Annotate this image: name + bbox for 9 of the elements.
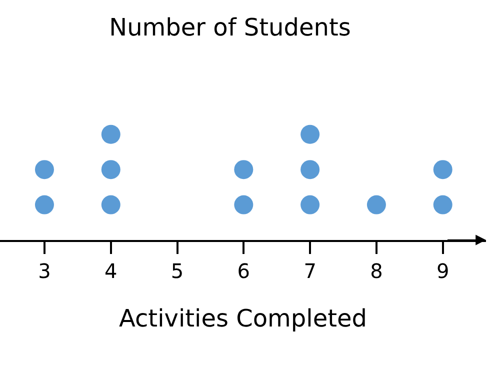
- x-tick-label: 5: [170, 258, 184, 283]
- x-axis-title: Activities Completed: [118, 304, 368, 333]
- x-tick-label: 7: [304, 258, 316, 283]
- x-tick-label: 4: [104, 258, 118, 283]
- x-tick-label: 8: [370, 258, 383, 283]
- x-tick-label: 3: [38, 258, 51, 283]
- x-tick-label: 9: [436, 258, 450, 283]
- x-tick-label: 6: [237, 258, 250, 283]
- chart-title: Number of Students: [109, 14, 351, 42]
